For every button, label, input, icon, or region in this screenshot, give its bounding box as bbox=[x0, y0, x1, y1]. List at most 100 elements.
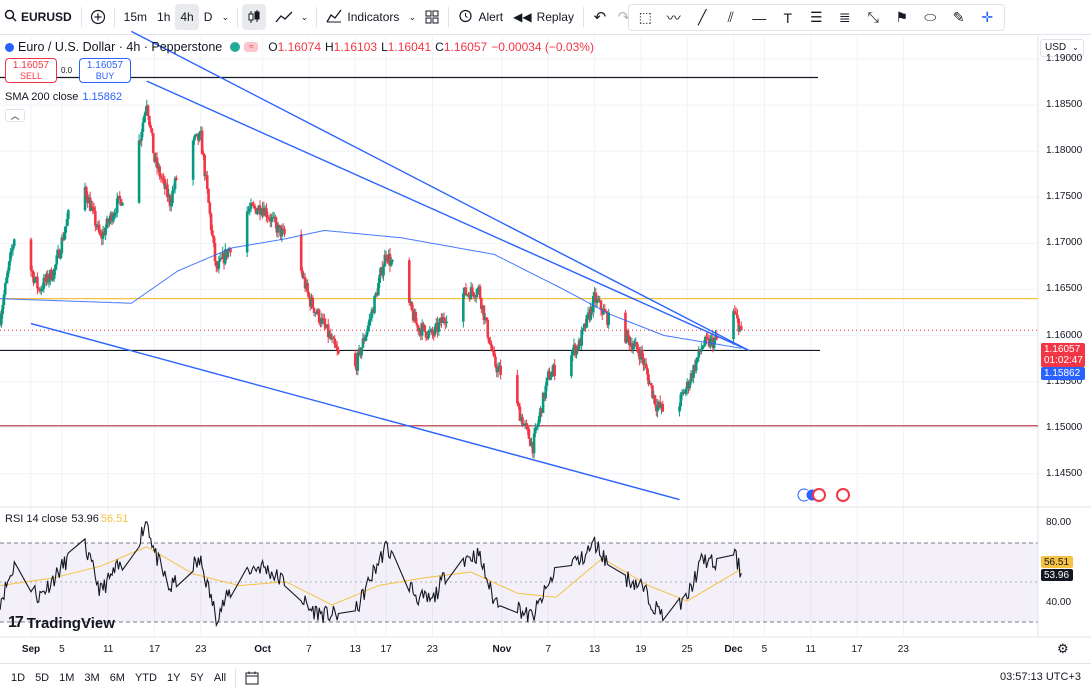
interval-1h[interactable]: 1h bbox=[157, 10, 171, 24]
flag-us-icon[interactable] bbox=[812, 488, 826, 502]
range-3m-button[interactable]: 3M bbox=[84, 671, 100, 684]
candle-body bbox=[378, 274, 381, 283]
candle-body bbox=[696, 357, 699, 361]
time-axis-label: 13 bbox=[349, 644, 361, 655]
rsi-value: 53.96 bbox=[71, 513, 99, 525]
candle-body bbox=[329, 333, 333, 340]
open-value: 1.16074 bbox=[277, 40, 321, 54]
measure-icon[interactable]: ⤡ bbox=[867, 9, 879, 25]
pattern-icon[interactable]: 〰 bbox=[666, 9, 681, 26]
candle-body bbox=[689, 373, 693, 383]
candle-body bbox=[92, 207, 96, 211]
compare-plus-icon[interactable] bbox=[86, 4, 110, 30]
candle-body bbox=[212, 235, 216, 243]
calendar-range-icon[interactable] bbox=[240, 665, 264, 691]
candle-body bbox=[480, 298, 483, 309]
range-5d-button[interactable]: 5D bbox=[35, 671, 50, 684]
candle-body bbox=[594, 292, 598, 304]
text-tool-icon[interactable]: T bbox=[783, 9, 793, 26]
range-1m-button[interactable]: 1M bbox=[59, 671, 75, 684]
horizontal-line-icon[interactable]: — bbox=[752, 9, 767, 26]
candle-body bbox=[307, 292, 311, 298]
candle-body bbox=[700, 349, 703, 352]
candle-body bbox=[490, 344, 493, 351]
candle-body bbox=[301, 270, 304, 278]
candle-body bbox=[661, 403, 665, 412]
shape-ellipse-icon[interactable]: ⬭ bbox=[924, 9, 937, 25]
candle-body bbox=[534, 428, 537, 434]
time-axis-label: Oct bbox=[254, 644, 271, 655]
candle-body bbox=[214, 261, 218, 267]
candle-body bbox=[114, 212, 118, 214]
interval-d[interactable]: D bbox=[203, 10, 213, 24]
time-axis-label: 23 bbox=[195, 644, 207, 655]
trend-line-icon[interactable]: ╱ bbox=[698, 9, 707, 25]
candle-body bbox=[581, 328, 585, 331]
events-icon[interactable]: ≈ bbox=[244, 42, 259, 52]
indicators-label: Indicators bbox=[347, 10, 400, 24]
replay-button[interactable]: ◀◀ Replay bbox=[508, 4, 579, 30]
candle-body bbox=[83, 187, 87, 211]
interval-4h[interactable]: 4h bbox=[175, 4, 199, 30]
chevron-down-icon[interactable]: ⌄ bbox=[221, 11, 230, 22]
candle-body bbox=[414, 312, 418, 324]
sell-button[interactable]: 1.16057 SELL bbox=[5, 58, 57, 83]
candle-body bbox=[684, 388, 688, 394]
fib-extension-icon[interactable]: ≣ bbox=[838, 9, 851, 25]
line-chart-icon[interactable] bbox=[272, 4, 296, 30]
time-axis-label: 11 bbox=[102, 644, 114, 655]
settings-gear-icon[interactable]: ⚙ bbox=[1057, 641, 1069, 656]
chevron-down-icon[interactable]: ⌄ bbox=[300, 11, 309, 22]
flag-icon[interactable]: ⚑ bbox=[895, 9, 909, 25]
candle-body bbox=[94, 210, 97, 226]
candle-body bbox=[522, 423, 526, 426]
interval-15m[interactable]: 15m bbox=[123, 10, 148, 24]
range-all-button[interactable]: All bbox=[213, 671, 227, 684]
candle-body bbox=[535, 427, 538, 429]
candle-body bbox=[306, 282, 309, 293]
range-1d-button[interactable]: 1D bbox=[11, 671, 26, 684]
sma-legend[interactable]: SMA 200 close 1.15862 bbox=[5, 91, 122, 103]
alert-button[interactable]: Alert bbox=[453, 4, 508, 30]
divider bbox=[316, 7, 318, 27]
indicators-icon bbox=[326, 9, 342, 26]
range-5y-button[interactable]: 5Y bbox=[190, 671, 204, 684]
crosshair-icon[interactable]: ✛ bbox=[981, 9, 994, 25]
undo-icon[interactable]: ↶ bbox=[593, 9, 607, 26]
candle-body bbox=[521, 417, 524, 426]
candle-body bbox=[213, 242, 217, 262]
candle-body bbox=[247, 210, 250, 212]
rectangle-select-icon[interactable]: ⬚ bbox=[638, 9, 652, 25]
candle-body bbox=[433, 326, 437, 335]
range-1y-button[interactable]: 1Y bbox=[166, 671, 181, 684]
currency-selector[interactable]: USD ⌄ bbox=[1040, 39, 1084, 57]
candle-body bbox=[211, 230, 214, 236]
candles-icon[interactable] bbox=[242, 4, 267, 30]
candle-body bbox=[217, 260, 221, 269]
symbol-search[interactable]: EURUSD bbox=[0, 4, 77, 30]
redo-icon[interactable]: ↷ bbox=[617, 9, 631, 26]
time-axis-label: 25 bbox=[681, 644, 693, 655]
rsi-legend[interactable]: RSI 14 close 53.96 56.51 bbox=[5, 513, 128, 525]
candle-body bbox=[175, 177, 178, 180]
candle-body bbox=[299, 234, 303, 271]
clock-timezone[interactable]: 03:57:13 UTC+3 bbox=[999, 671, 1081, 683]
flag-us-icon[interactable] bbox=[836, 488, 850, 502]
brush-icon[interactable]: ✎ bbox=[952, 9, 965, 25]
range-6m-button[interactable]: 6M bbox=[109, 671, 125, 684]
candle-body bbox=[474, 294, 478, 298]
candle-body bbox=[492, 350, 496, 357]
collapse-legend-button[interactable]: ︿ bbox=[5, 109, 25, 122]
candle-body bbox=[679, 394, 683, 407]
indicators-button[interactable]: Indicators bbox=[321, 4, 404, 30]
parallel-channel-icon[interactable]: ⫽ bbox=[727, 9, 734, 25]
buy-button[interactable]: 1.16057 BUY bbox=[79, 58, 131, 83]
chevron-down-icon[interactable]: ⌄ bbox=[408, 11, 417, 22]
price-axis-label: 1.16500 bbox=[1046, 283, 1083, 295]
fib-retracement-icon[interactable]: ☰ bbox=[809, 9, 823, 25]
candle-body bbox=[140, 131, 143, 141]
range-ytd-button[interactable]: YTD bbox=[134, 671, 157, 684]
layout-grid-icon[interactable] bbox=[420, 4, 444, 30]
candle-body bbox=[267, 217, 271, 219]
